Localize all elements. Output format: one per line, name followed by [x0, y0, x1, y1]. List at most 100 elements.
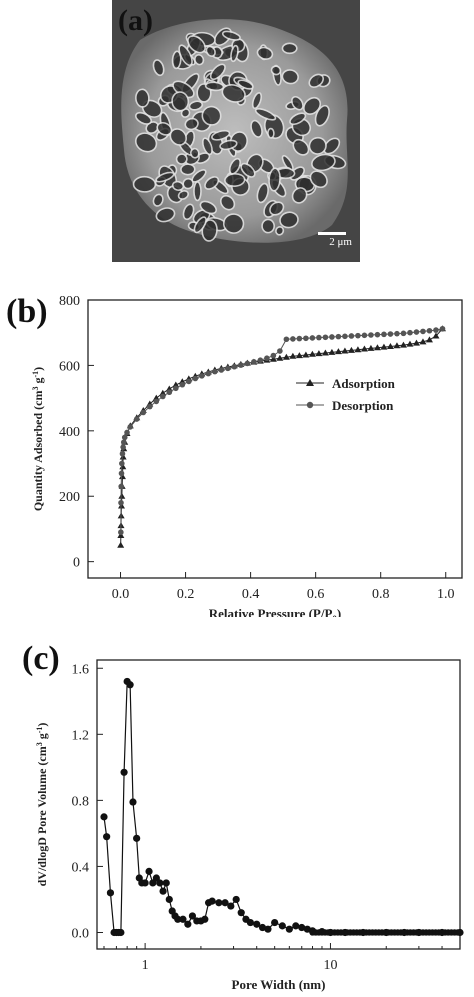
data-point-desorption	[231, 363, 238, 370]
data-point-adsorption	[432, 332, 440, 339]
pore	[199, 200, 218, 215]
pore	[256, 46, 274, 60]
pore	[155, 171, 175, 183]
data-point-adsorption	[419, 338, 427, 345]
pore	[204, 81, 225, 92]
data-point-adsorption	[334, 348, 342, 355]
data-point-desorption	[342, 333, 348, 340]
pore	[177, 190, 190, 200]
pore	[184, 117, 199, 131]
data-point	[156, 879, 164, 887]
data-point-adsorption	[117, 541, 125, 548]
data-point-desorption	[361, 332, 368, 339]
x-tick-label: 0.2	[177, 587, 195, 602]
data-point-desorption	[426, 327, 433, 334]
pore	[230, 44, 239, 63]
isotherm-chart: 0.0 0.2 0.4 0.6 0.8 1.0 0 200 400 600 800 Relative …	[31, 294, 463, 617]
pore	[193, 216, 207, 234]
data-point-adsorption	[341, 347, 349, 354]
x-tick-label: 10	[323, 958, 337, 973]
data-point-adsorption	[118, 473, 126, 480]
y-tick-label: 0.8	[72, 794, 90, 809]
data-point-desorption	[153, 398, 160, 405]
data-point	[103, 833, 111, 841]
x-axis-label: Relative Pressure (P/P0)	[209, 606, 342, 617]
data-point-desorption	[173, 385, 179, 392]
legend-label: Adsorption	[332, 376, 396, 391]
pore	[256, 182, 269, 204]
data-point-adsorption	[373, 344, 381, 351]
data-point-desorption	[283, 336, 290, 343]
pore	[182, 203, 195, 221]
data-point-desorption	[348, 333, 355, 339]
data-point	[141, 879, 149, 887]
data-point-adsorption	[367, 344, 375, 351]
series-line	[103, 679, 460, 934]
data-point-desorption	[277, 348, 283, 354]
data-point-desorption	[394, 330, 400, 337]
data-point-desorption	[119, 460, 125, 467]
data-point-adsorption	[399, 341, 407, 348]
data-point-desorption	[225, 365, 231, 372]
pore-network	[132, 27, 347, 242]
data-point	[278, 922, 286, 930]
data-point-adsorption	[119, 463, 127, 470]
data-point	[208, 897, 216, 905]
y-tick-label: 1.6	[72, 662, 90, 677]
data-point-adsorption	[276, 354, 284, 361]
legend-marker	[306, 379, 314, 386]
data-point	[120, 768, 128, 776]
data-point-adsorption	[360, 345, 368, 352]
data-point-adsorption	[269, 355, 277, 362]
data-point-desorption	[303, 335, 309, 342]
y-tick-label: 600	[59, 359, 80, 374]
data-point-desorption	[118, 499, 124, 506]
pore	[270, 65, 282, 76]
data-point-desorption	[329, 334, 335, 340]
data-point	[246, 918, 255, 927]
data-point-adsorption	[386, 342, 394, 349]
pore	[237, 79, 254, 90]
pore	[171, 180, 185, 191]
pore	[308, 136, 327, 155]
pore	[240, 162, 256, 178]
data-point-adsorption	[354, 346, 362, 353]
pore	[221, 83, 246, 103]
data-point-desorption	[179, 381, 186, 388]
data-point-desorption	[322, 334, 329, 341]
data-point-desorption	[433, 327, 439, 333]
data-point-desorption	[374, 331, 381, 338]
data-point	[149, 879, 157, 887]
data-point-desorption	[413, 329, 420, 335]
data-point-adsorption	[165, 385, 173, 392]
pore	[222, 213, 245, 234]
pore	[194, 54, 205, 66]
sem-texture	[112, 0, 360, 262]
data-point	[188, 912, 197, 920]
data-point-desorption	[290, 336, 296, 342]
data-point	[129, 798, 137, 806]
y-tick-label: 400	[59, 425, 80, 440]
sem-image: (a) 2 μm	[112, 0, 360, 262]
pore	[219, 194, 236, 211]
pore	[209, 63, 226, 81]
x-tick-label: 0.8	[372, 587, 390, 602]
data-point	[165, 895, 173, 904]
data-point-desorption	[257, 357, 264, 363]
data-point	[117, 928, 125, 937]
data-point-desorption	[335, 333, 342, 340]
pore	[221, 30, 241, 41]
data-point-desorption	[212, 368, 218, 375]
pore	[187, 35, 206, 54]
pore	[323, 137, 341, 155]
data-point-desorption	[120, 439, 127, 446]
data-point	[145, 867, 153, 875]
data-point	[227, 902, 235, 910]
data-point-adsorption	[117, 502, 125, 509]
pore	[193, 181, 202, 202]
data-point-desorption	[127, 424, 134, 430]
pore	[291, 187, 308, 204]
data-point-adsorption	[412, 339, 420, 346]
data-point-desorption	[118, 483, 124, 490]
pore	[152, 59, 165, 77]
